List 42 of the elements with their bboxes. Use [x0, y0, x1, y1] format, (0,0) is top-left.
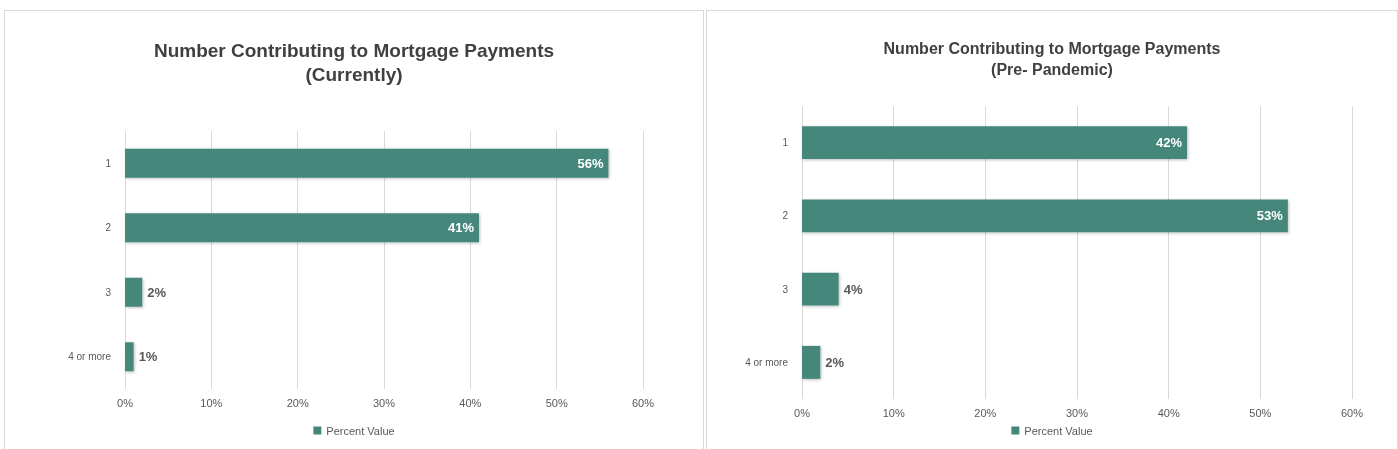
x-tick-label: 10%: [200, 396, 223, 409]
x-tick-label: 50%: [1249, 406, 1272, 419]
bar: [125, 342, 134, 372]
bar: [125, 148, 609, 178]
bar: [802, 272, 839, 306]
y-tick-label: 2: [105, 222, 112, 234]
legend-label: Percent Value: [326, 424, 395, 437]
x-tick-label: 20%: [974, 406, 997, 419]
y-tick-label: 3: [782, 283, 789, 295]
x-tick-label: 10%: [882, 406, 905, 419]
bar: [802, 199, 1288, 233]
y-tick-label: 4 or more: [745, 356, 789, 368]
data-label: 56%: [577, 155, 604, 171]
data-label: 41%: [447, 220, 475, 236]
y-tick-label: 3: [105, 286, 112, 298]
x-tick-label: 30%: [372, 396, 396, 409]
x-tick-label: 50%: [545, 396, 568, 409]
legend-label: Percent Value: [1024, 424, 1093, 437]
y-tick-label: 1: [782, 137, 789, 149]
x-tick-label: 0%: [794, 406, 811, 419]
chart-title: Number Contributing to Mortgage Payments (Currently): [153, 39, 555, 85]
data-label: 53%: [1256, 208, 1284, 224]
y-tick-label: 4 or more: [68, 351, 112, 363]
y-tick-label: 1: [105, 157, 112, 169]
x-tick-label: 30%: [1065, 406, 1089, 419]
data-label: 2%: [825, 354, 845, 370]
data-label: 2%: [147, 284, 167, 300]
x-tick-label: 0%: [117, 396, 134, 409]
bar: [802, 126, 1187, 160]
x-tick-label: 60%: [631, 396, 655, 409]
bar: [802, 345, 821, 379]
bar: [125, 213, 479, 243]
x-tick-label: 40%: [1157, 406, 1180, 419]
x-tick-label: 20%: [286, 396, 309, 409]
bar: [125, 277, 143, 307]
chart-title: Number Contributing to Mortgage Payments (Pre- Pandemic): [883, 40, 1221, 78]
data-label: 4%: [843, 281, 863, 297]
x-tick-label: 60%: [1340, 406, 1364, 419]
data-label: 42%: [1155, 135, 1183, 151]
x-tick-label: 40%: [459, 396, 482, 409]
data-label: 1%: [138, 349, 158, 365]
y-tick-label: 2: [782, 210, 789, 222]
